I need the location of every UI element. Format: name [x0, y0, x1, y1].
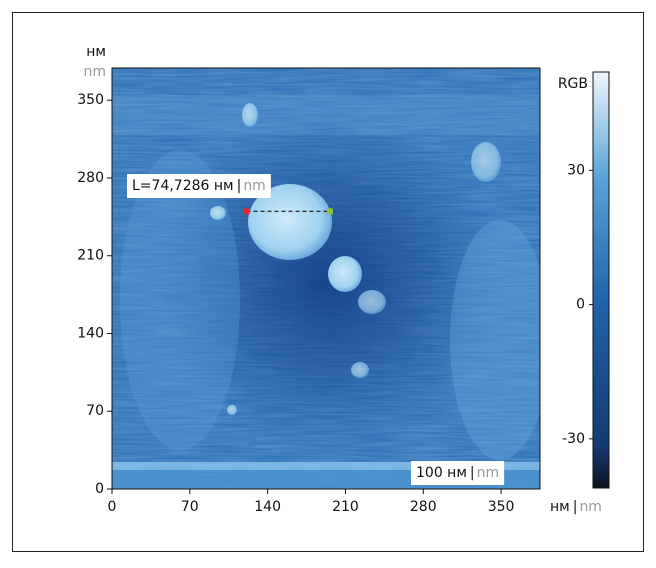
texture — [120, 150, 240, 450]
scale-bar-label: 100 нм | nm — [416, 465, 499, 481]
y-tick-label: 0 — [95, 481, 104, 497]
x-unit: нм | nm — [550, 499, 602, 515]
scale-bar-label-box — [411, 461, 505, 485]
x-tick-label: 0 — [108, 499, 117, 515]
frame — [12, 12, 644, 552]
texture — [471, 142, 501, 182]
x-tick-label: 210 — [332, 499, 359, 515]
y-tick-label: 350 — [77, 92, 104, 108]
colorbar-tick-label: -30 — [562, 431, 585, 447]
x-tick-label: 70 — [181, 499, 199, 515]
measure-label-part: nm — [243, 178, 266, 194]
y-unit: нм — [86, 44, 106, 60]
colorbar — [592, 71, 610, 489]
measure-label: L=74,7286 нм | nm — [132, 178, 266, 194]
x-tick-label: 350 — [488, 499, 515, 515]
y-tick-label: 280 — [77, 170, 104, 186]
texture — [112, 95, 540, 135]
measure-start — [243, 208, 250, 215]
x-unit-part: нм — [550, 499, 570, 515]
measure-end — [326, 208, 333, 215]
texture — [358, 290, 386, 314]
x-tick-label: 280 — [410, 499, 437, 515]
scale-bar-label-part: 100 нм — [416, 465, 467, 481]
colorbar-tick-label: 30 — [567, 162, 585, 178]
texture — [450, 220, 540, 460]
texture — [328, 256, 362, 292]
texture — [210, 206, 226, 220]
y-tick-label: 210 — [77, 248, 104, 264]
y-unit-alt: nm — [83, 64, 106, 80]
colorbar-label: RGB — [558, 76, 588, 92]
scale-bar-label-part: | — [470, 465, 475, 481]
measure-label-box — [127, 174, 271, 198]
x-tick-label: 140 — [254, 499, 281, 515]
texture — [351, 362, 369, 378]
texture — [227, 405, 237, 415]
measure-label-part: | — [237, 178, 242, 194]
image-border — [111, 67, 541, 490]
y-tick-label: 140 — [77, 325, 104, 341]
scale-bar-label-part: nm — [477, 465, 500, 481]
afm-image — [112, 68, 540, 489]
y-tick-label: 70 — [86, 403, 104, 419]
texture — [248, 184, 332, 260]
measure-label-part: L=74,7286 нм — [132, 178, 234, 194]
x-unit-part: | — [573, 499, 578, 515]
texture — [242, 103, 258, 127]
colorbar-tick-label: 0 — [576, 297, 585, 313]
x-unit-part: nm — [579, 499, 602, 515]
texture — [112, 462, 540, 470]
